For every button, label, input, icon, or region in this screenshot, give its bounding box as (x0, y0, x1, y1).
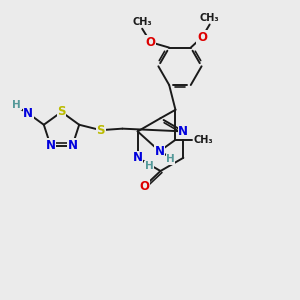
Text: S: S (57, 105, 66, 119)
Text: N: N (154, 145, 165, 158)
Text: H: H (12, 100, 21, 110)
Text: O: O (146, 36, 156, 49)
Text: S: S (97, 124, 105, 137)
Text: N: N (178, 125, 188, 138)
Text: CH₃: CH₃ (200, 13, 220, 23)
Text: CH₃: CH₃ (132, 17, 152, 27)
Text: N: N (133, 151, 142, 164)
Text: H: H (166, 154, 175, 164)
Text: N: N (46, 139, 56, 152)
Text: CH₃: CH₃ (194, 135, 213, 145)
Text: H: H (145, 161, 153, 171)
Text: N: N (68, 139, 77, 152)
Text: O: O (197, 31, 207, 44)
Text: O: O (139, 180, 149, 193)
Text: N: N (23, 107, 33, 120)
